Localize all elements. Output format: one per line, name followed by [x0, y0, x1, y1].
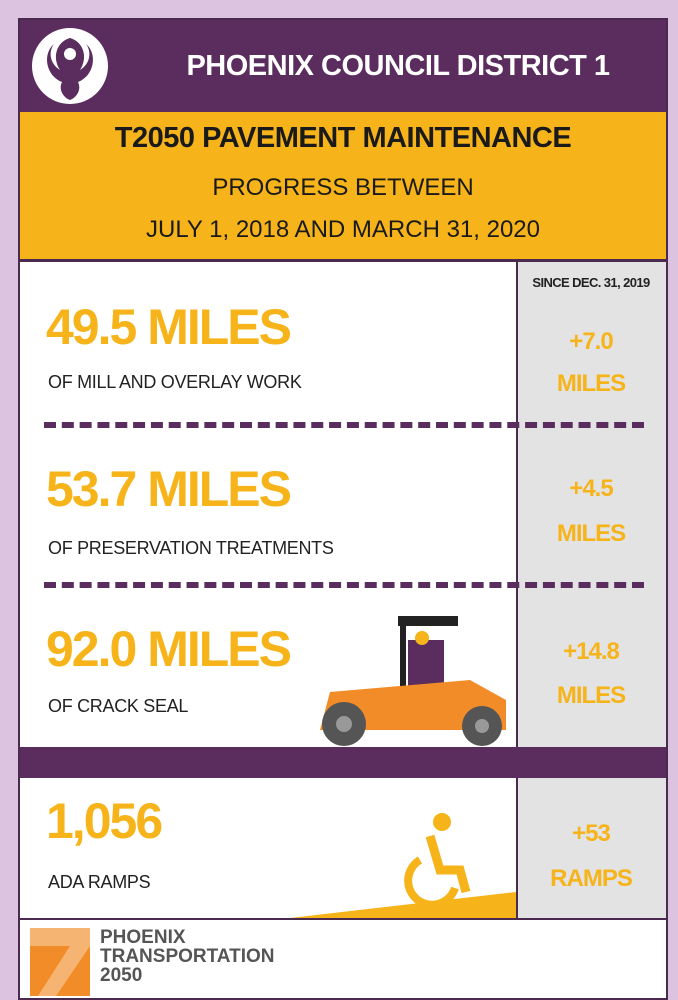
metric-value: 92.0 MILES — [46, 620, 290, 678]
metric-change-unit: MILES — [516, 370, 666, 398]
header-bar: PHOENIX COUNCIL DISTRICT 1 — [20, 20, 666, 112]
separator-bar — [20, 747, 666, 778]
column-header: SINCE DEC. 31, 2019 — [516, 275, 666, 290]
metric-change-unit: MILES — [516, 682, 666, 710]
metric-change: +7.0 — [516, 328, 666, 356]
transportation-logo — [30, 928, 90, 996]
metric-description: OF MILL AND OVERLAY WORK — [48, 372, 302, 393]
divider — [44, 422, 644, 428]
roller-icon — [310, 610, 514, 747]
subtitle-band: T2050 PAVEMENT MAINTENANCE PROGRESS BETW… — [20, 112, 666, 262]
banner-line: PROGRESS BETWEEN — [20, 174, 666, 202]
metric-value: 53.7 MILES — [46, 460, 290, 518]
metric-change: +14.8 — [516, 638, 666, 666]
title: PHOENIX COUNCIL DISTRICT 1 — [130, 20, 666, 112]
banner-heading: T2050 PAVEMENT MAINTENANCE — [20, 122, 666, 155]
metric-description: OF PRESERVATION TREATMENTS — [48, 538, 334, 559]
metric-value: 1,056 — [46, 792, 161, 850]
ramp-icon — [290, 800, 516, 918]
footer-logo-text: 2050 — [100, 966, 142, 985]
footer: PHOENIX TRANSPORTATION 2050 — [20, 918, 666, 1000]
metric-description: OF CRACK SEAL — [48, 696, 188, 717]
metric-change-unit: RAMPS — [516, 865, 666, 893]
metric-description: ADA RAMPS — [48, 872, 150, 893]
infographic: PHOENIX COUNCIL DISTRICT 1 T2050 PAVEMEN… — [18, 18, 668, 1000]
metric-change-unit: MILES — [516, 520, 666, 548]
metric-value: 49.5 MILES — [46, 298, 290, 356]
phoenix-logo — [28, 24, 112, 108]
divider — [44, 582, 644, 588]
page: PHOENIX COUNCIL DISTRICT 1 T2050 PAVEMEN… — [0, 0, 678, 1000]
banner-line: JULY 1, 2018 AND MARCH 31, 2020 — [20, 216, 666, 244]
metric-change: +53 — [516, 820, 666, 848]
change-column — [516, 778, 666, 918]
footer-logo-text: TRANSPORTATION — [100, 947, 275, 966]
footer-logo-text: PHOENIX — [100, 928, 186, 947]
metric-change: +4.5 — [516, 475, 666, 503]
